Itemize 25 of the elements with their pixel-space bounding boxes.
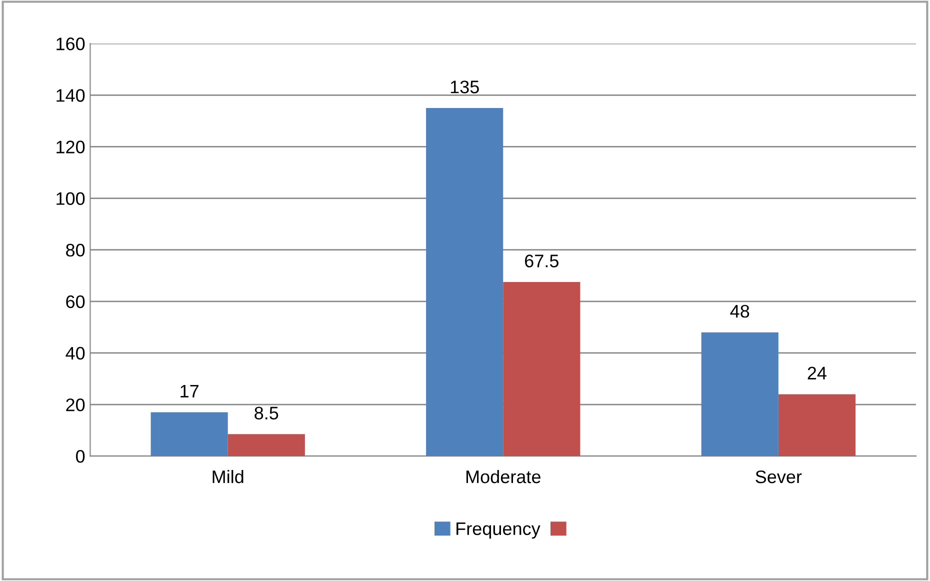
bar (426, 108, 504, 456)
data-label: 48 (730, 304, 750, 318)
y-tick-label: 120 (56, 140, 85, 154)
bar (503, 282, 580, 456)
x-tick-label: Sever (756, 470, 802, 484)
x-tick-label: Mild (212, 470, 244, 484)
x-tick-label: Moderate (466, 470, 540, 484)
bar (701, 332, 778, 456)
legend-label: Frequency (456, 522, 540, 539)
data-label: 135 (450, 80, 479, 94)
y-tick-label: 40 (66, 346, 85, 360)
bar (778, 394, 856, 456)
y-tick-label: 60 (66, 295, 85, 308)
data-label: 24 (808, 366, 826, 380)
data-label: 67.5 (525, 254, 558, 268)
data-label: 8.5 (254, 406, 278, 420)
bar (228, 434, 305, 456)
y-tick-label: 0 (76, 450, 85, 463)
y-tick-label: 80 (66, 244, 85, 257)
y-tick-label: 140 (56, 89, 85, 102)
y-tick-label: 20 (66, 398, 85, 412)
bar (150, 412, 228, 456)
y-tick-label: 160 (56, 38, 85, 50)
y-tick-label: 100 (56, 192, 85, 205)
data-label: 17 (180, 384, 198, 398)
